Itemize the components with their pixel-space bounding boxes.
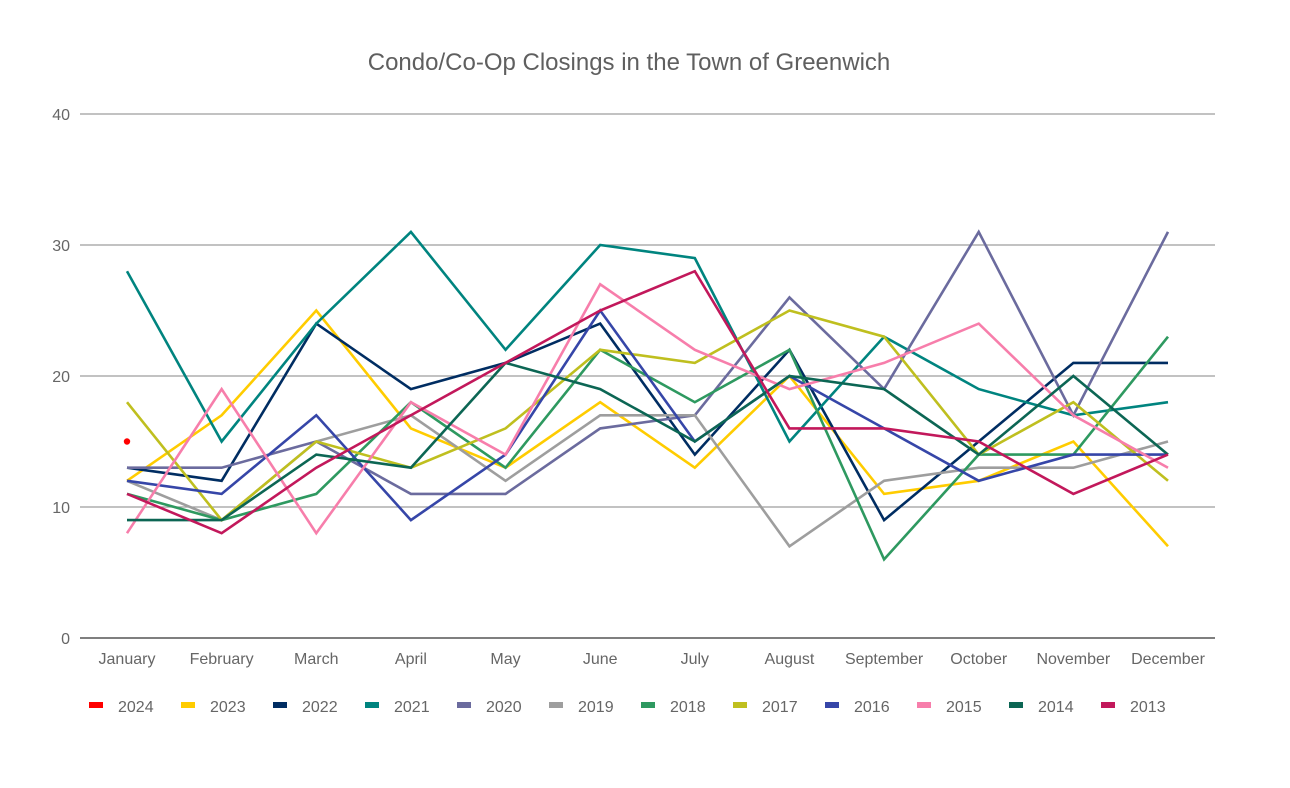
legend-label: 2020 xyxy=(486,699,522,716)
x-tick-label: September xyxy=(845,651,924,668)
legend-label: 2017 xyxy=(762,699,798,716)
series-line-2013 xyxy=(126,269,1169,535)
x-tick-label: April xyxy=(395,651,427,668)
legend-swatch-icon xyxy=(1101,702,1115,708)
series-2017 xyxy=(125,309,1169,522)
y-tick-label: 20 xyxy=(52,369,70,386)
x-tick-label: December xyxy=(1131,651,1205,668)
chart-title: Condo/Co-Op Closings in the Town of Gree… xyxy=(368,49,891,76)
series-2024 xyxy=(123,438,131,445)
series-2020 xyxy=(127,229,1170,496)
series-line-2015 xyxy=(125,282,1169,536)
series-line-2017 xyxy=(125,309,1169,522)
legend-item-2023[interactable]: 2023 xyxy=(181,699,246,716)
series-lines xyxy=(123,229,1170,562)
legend-item-2016[interactable]: 2016 xyxy=(825,699,890,716)
x-tick-label: August xyxy=(765,651,815,668)
legend-label: 2013 xyxy=(1130,699,1166,716)
legend-swatch-icon xyxy=(733,702,747,708)
x-tick-label: June xyxy=(583,651,618,668)
series-line-2022 xyxy=(126,321,1168,523)
legend-swatch-icon xyxy=(549,702,563,708)
legend-item-2015[interactable]: 2015 xyxy=(917,699,982,716)
legend-item-2021[interactable]: 2021 xyxy=(365,699,430,716)
legend-swatch-icon xyxy=(181,702,195,708)
data-point-2024 xyxy=(123,438,131,445)
legend: 2024 2023 2022 2021 2020 2019 2018 2017 2016 2015… xyxy=(89,699,1166,716)
legend-label: 2019 xyxy=(578,699,614,716)
x-tick-label: November xyxy=(1036,651,1110,668)
series-line-2014 xyxy=(127,361,1169,522)
y-tick-label: 0 xyxy=(61,631,70,648)
legend-item-2022[interactable]: 2022 xyxy=(273,699,338,716)
legend-swatch-icon xyxy=(641,702,655,708)
legend-swatch-icon xyxy=(825,702,839,708)
legend-item-2019[interactable]: 2019 xyxy=(549,699,614,716)
legend-item-2024[interactable]: 2024 xyxy=(89,699,154,716)
series-2018 xyxy=(126,335,1170,562)
series-2015 xyxy=(125,282,1169,536)
legend-label: 2015 xyxy=(946,699,982,716)
legend-swatch-icon xyxy=(365,702,379,708)
legend-label: 2022 xyxy=(302,699,338,716)
y-tick-label: 40 xyxy=(52,107,70,124)
series-2021 xyxy=(125,229,1169,444)
legend-item-2013[interactable]: 2013 xyxy=(1101,699,1166,716)
y-tick-label: 10 xyxy=(52,500,70,517)
legend-label: 2014 xyxy=(1038,699,1074,716)
legend-swatch-icon xyxy=(273,702,287,708)
x-tick-label: March xyxy=(294,651,338,668)
legend-label: 2023 xyxy=(210,699,246,716)
series-line-2023 xyxy=(126,308,1169,548)
legend-label: 2018 xyxy=(670,699,706,716)
series-line-2016 xyxy=(126,308,1168,522)
legend-item-2018[interactable]: 2018 xyxy=(641,699,706,716)
legend-label: 2021 xyxy=(394,699,430,716)
series-line-2021 xyxy=(125,229,1169,444)
x-tick-label: January xyxy=(99,651,156,668)
y-axis-ticks: 0 10 20 30 40 xyxy=(52,107,70,648)
y-tick-label: 30 xyxy=(52,238,70,255)
x-tick-label: October xyxy=(950,651,1008,668)
x-tick-label: May xyxy=(490,651,520,668)
legend-swatch-icon xyxy=(917,702,931,708)
x-tick-label: February xyxy=(190,651,254,668)
legend-item-2014[interactable]: 2014 xyxy=(1009,699,1074,716)
legend-label: 2024 xyxy=(118,699,154,716)
series-line-2018 xyxy=(126,335,1170,562)
x-axis-ticks: January February March April May June July Augu… xyxy=(99,651,1206,668)
series-2022 xyxy=(126,321,1168,523)
legend-label: 2016 xyxy=(854,699,890,716)
series-2014 xyxy=(127,361,1169,522)
x-tick-label: July xyxy=(681,651,709,668)
legend-swatch-icon xyxy=(1009,702,1023,708)
legend-swatch-icon xyxy=(457,702,471,708)
series-line-2020 xyxy=(127,229,1170,496)
series-2023 xyxy=(126,308,1169,548)
legend-item-2020[interactable]: 2020 xyxy=(457,699,522,716)
legend-item-2017[interactable]: 2017 xyxy=(733,699,798,716)
series-2013 xyxy=(126,269,1169,535)
legend-swatch-icon xyxy=(89,702,103,708)
series-2016 xyxy=(126,308,1168,522)
